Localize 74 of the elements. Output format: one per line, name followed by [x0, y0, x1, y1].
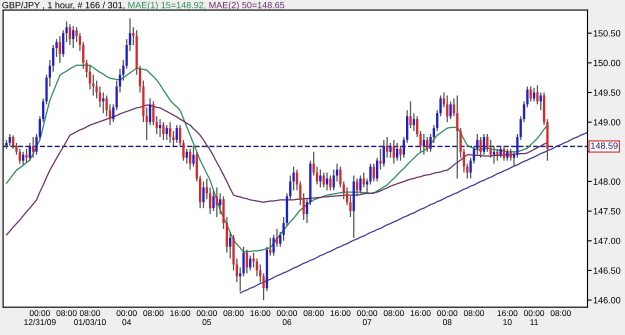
- candlestick: [216, 186, 218, 218]
- candlestick: [422, 133, 426, 156]
- candlestick: [372, 163, 375, 182]
- candlestick: [58, 36, 62, 64]
- y-tick-label: 147.00: [594, 238, 620, 244]
- x-tick-label: 08:00: [304, 310, 324, 316]
- candlestick: [540, 92, 542, 111]
- x-tick-label: 16:00: [330, 310, 350, 316]
- text: MAE(1) 15=148.92,: [128, 2, 206, 10]
- text: MAE(2) 50=148.65: [209, 2, 284, 10]
- candlestick: [329, 174, 332, 191]
- candlestick: [176, 124, 178, 144]
- candlestick: [246, 249, 248, 274]
- candlestick: [219, 192, 222, 215]
- x-tick-label: 08:00: [550, 310, 571, 316]
- x-tick-label: 16:00: [250, 310, 270, 316]
- candlestick: [382, 139, 385, 168]
- candlestick: [479, 136, 482, 158]
- x-tick-label: 00:00 05: [196, 310, 217, 326]
- candlestick: [412, 112, 416, 132]
- candlestick: [229, 231, 232, 260]
- ref-line-label: 148.59: [591, 142, 618, 149]
- candlestick: [269, 237, 272, 256]
- candlestick: [166, 124, 168, 141]
- x-tick-label: 08:00: [143, 310, 164, 316]
- x-tick-label: 00:00 08: [437, 310, 458, 326]
- y-tick-label: 150.50: [594, 30, 620, 37]
- candlestick: [22, 151, 24, 166]
- candlestick: [319, 168, 322, 188]
- candlestick: [186, 148, 188, 164]
- candlestick: [32, 136, 34, 158]
- candlestick: [449, 100, 452, 120]
- y-tick-label: 146.50: [594, 267, 620, 274]
- candlestick: [392, 139, 395, 164]
- candlestick: [500, 145, 502, 158]
- x-tick-label: 08:00: [384, 310, 404, 316]
- y-tick-label: 149.50: [594, 89, 620, 96]
- line-series: [6, 104, 548, 236]
- x-tick-label: 08:00: [223, 310, 244, 316]
- y-tick-label: 149.00: [594, 119, 620, 126]
- y-tick-label: 150.00: [594, 60, 620, 66]
- candlestick: [496, 148, 499, 162]
- x-tick-label: 00:00 11: [524, 310, 544, 325]
- x-tick-label: 00:00 04: [116, 310, 137, 326]
- candlestick: [530, 86, 532, 102]
- y-tick-label: 146.00: [594, 297, 620, 304]
- chart-title: GBP/JPY , 1 hour, # 166 / 301,: [2, 2, 124, 10]
- candlestick: [456, 94, 458, 180]
- candlestick: [396, 142, 398, 162]
- x-tick-label: 00:00 07: [357, 310, 378, 326]
- candlestick: [249, 254, 252, 272]
- x-tick-label: 08:00: [56, 310, 77, 316]
- y-tick-label: 148.00: [594, 178, 620, 185]
- candlestick: [68, 24, 72, 46]
- candlestick: [168, 122, 172, 144]
- candlestick: [446, 94, 448, 123]
- candlestick: [162, 122, 165, 141]
- y-tick-label: 147.50: [594, 208, 620, 214]
- candlestick: [102, 92, 104, 114]
- x-tick-label: 16:00: [410, 310, 431, 316]
- line-series: [240, 132, 588, 294]
- x-tick-label: 16:00: [170, 310, 190, 316]
- candlestick: [8, 133, 11, 146]
- x-tick-label: 16:00 10: [498, 310, 518, 326]
- candlestick: [188, 148, 192, 170]
- candlestick: [506, 148, 509, 162]
- candlestick: [72, 25, 74, 49]
- candlestick: [356, 178, 358, 197]
- candlestick: [386, 136, 388, 158]
- x-tick-label: 08:00: [464, 310, 484, 316]
- candlestick: [426, 136, 428, 152]
- candlestick: [322, 172, 325, 188]
- x-tick-label: 00:00 06: [276, 310, 298, 326]
- x-tick-label: 00:00 12/31/09: [24, 310, 56, 326]
